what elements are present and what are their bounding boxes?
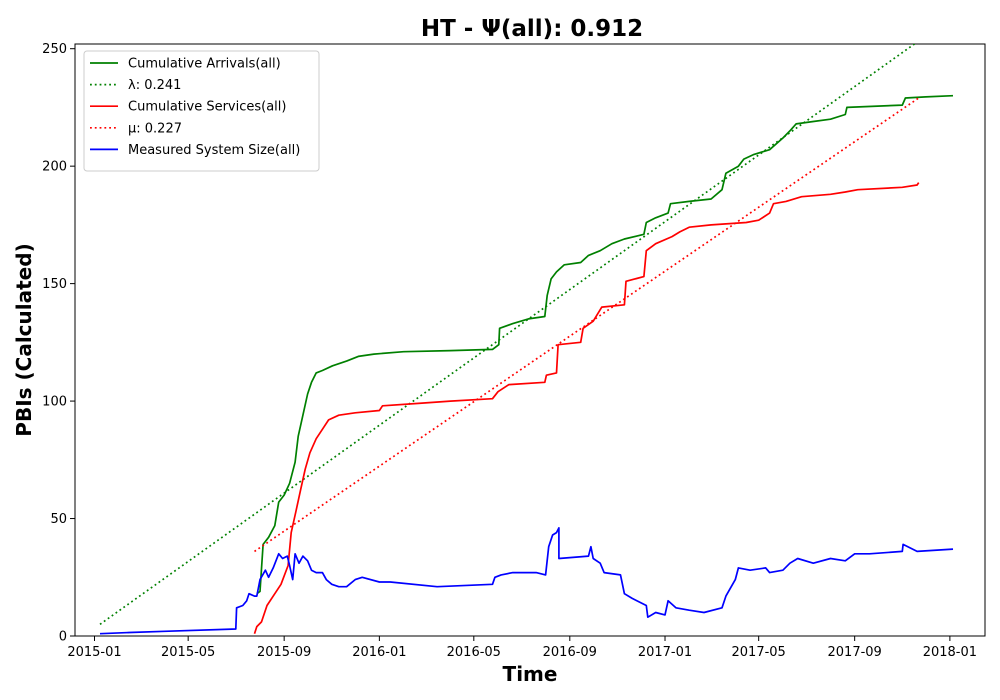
x-tick-label: 2016-05 bbox=[447, 645, 501, 660]
chart-title: HT - Ψ(all): 0.912 bbox=[421, 16, 643, 42]
series-line-5 bbox=[99, 527, 954, 635]
x-tick-label: 2017-09 bbox=[828, 645, 882, 660]
x-tick-label: 2015-09 bbox=[257, 645, 311, 660]
y-tick-label: 0 bbox=[59, 630, 67, 645]
series-line-2 bbox=[99, 44, 916, 625]
series-layer bbox=[99, 44, 954, 635]
y-tick-label: 250 bbox=[42, 42, 67, 57]
x-tick-label: 2016-01 bbox=[352, 645, 406, 660]
series-line-3 bbox=[253, 182, 920, 634]
legend-label: Measured System Size(all) bbox=[128, 143, 300, 158]
x-tick-label: 2015-05 bbox=[161, 645, 215, 660]
series-line-1 bbox=[256, 94, 954, 595]
x-tick-label: 2017-01 bbox=[638, 645, 692, 660]
plot-frame bbox=[74, 43, 986, 637]
x-tick-label: 2016-09 bbox=[543, 645, 597, 660]
x-tick-label: 2015-01 bbox=[67, 645, 121, 660]
x-tick-label: 2017-05 bbox=[732, 645, 786, 660]
legend-label: μ: 0.227 bbox=[128, 121, 182, 136]
x-axis-label: Time bbox=[503, 662, 558, 686]
legend-label: λ: 0.241 bbox=[128, 78, 181, 93]
legend-label: Cumulative Arrivals(all) bbox=[128, 57, 281, 72]
y-tick-label: 50 bbox=[50, 512, 67, 527]
y-tick-label: 150 bbox=[42, 277, 67, 292]
y-axis-label: PBIs (Calculated) bbox=[12, 243, 36, 436]
x-axis: 2015-01 2015-05 2015-09 2016-01 2016-05 2016-… bbox=[67, 636, 977, 660]
series-line-4 bbox=[254, 97, 920, 553]
y-tick-label: 100 bbox=[42, 395, 67, 410]
legend-box bbox=[83, 50, 320, 172]
legend: Cumulative Arrivals(all) λ: 0.241 Cumulati… bbox=[83, 50, 320, 172]
plot-area bbox=[74, 43, 986, 637]
y-axis: 0 50 100 150 200 250 bbox=[42, 42, 75, 645]
y-tick-label: 200 bbox=[42, 160, 67, 175]
x-tick-label: 2018-01 bbox=[923, 645, 977, 660]
legend-label: Cumulative Services(all) bbox=[128, 100, 286, 115]
